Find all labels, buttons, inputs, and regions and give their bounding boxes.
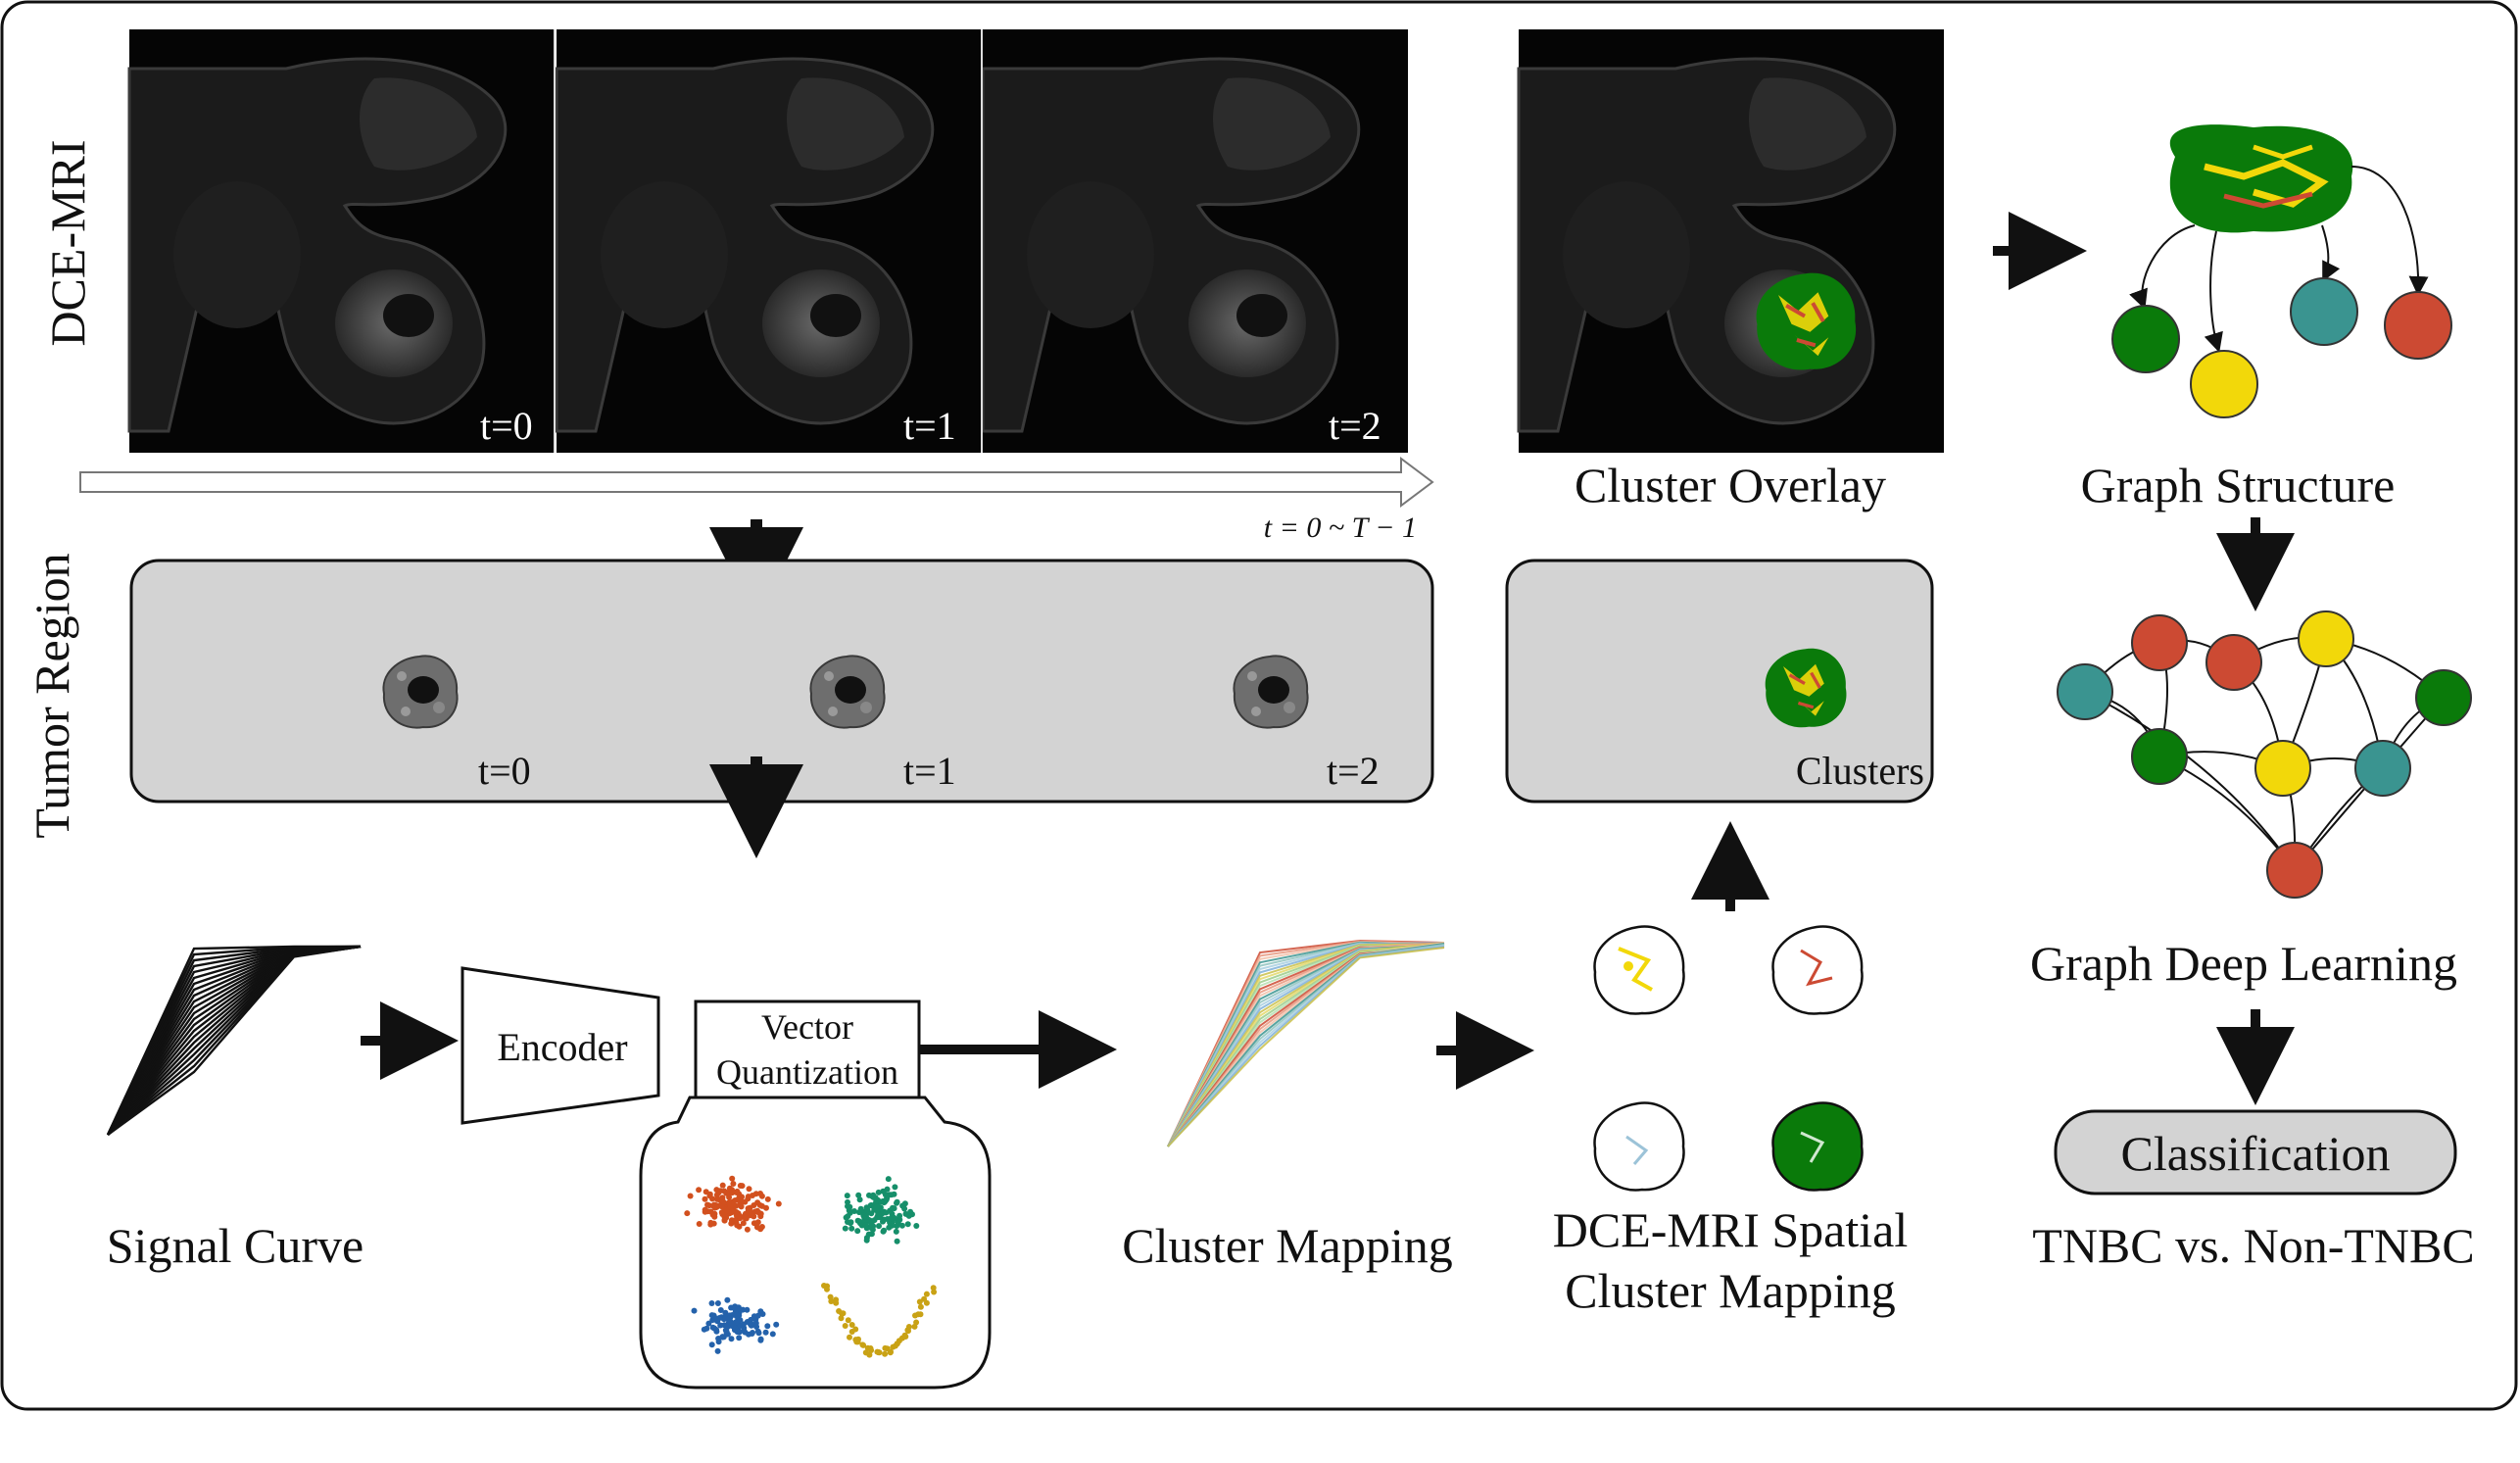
- spatial-cluster-green: [1771, 1101, 1864, 1192]
- spatial-cluster-yellow: [1593, 925, 1685, 1015]
- vq-zoom-box: [639, 1096, 992, 1390]
- tumor-t1: [809, 655, 886, 729]
- vq-scatter: [684, 1175, 938, 1358]
- cluster-mapping-plot: [1167, 939, 1445, 1147]
- classification-label: Classification: [2121, 1126, 2391, 1181]
- time-axis-label: t = 0 ~ T − 1: [1264, 512, 1417, 544]
- signal-curve-label: Signal Curve: [107, 1218, 363, 1273]
- encoder-label: Encoder: [497, 1025, 627, 1069]
- encoder-block: [460, 966, 660, 1125]
- spatial-mapping-label-line2: Cluster Mapping: [1565, 1263, 1895, 1318]
- mri-time-label-0: t=0: [480, 404, 533, 448]
- clusters-panel: [1505, 559, 1934, 804]
- row-label-tumor-region: Tumor Region: [24, 553, 79, 838]
- tumor-time-label-2: t=2: [1327, 749, 1380, 793]
- graph-structure: [2111, 124, 2452, 418]
- signal-curve-plot: [106, 945, 362, 1136]
- time-axis-arrow: [79, 457, 1434, 508]
- mri-frame-t2: [981, 27, 1410, 455]
- mri-frame-t0: [127, 27, 557, 455]
- result-label: TNBC vs. Non-TNBC: [2032, 1218, 2474, 1273]
- spatial-cluster-red: [1771, 925, 1864, 1015]
- mri-time-label-2: t=2: [1329, 404, 1381, 448]
- vq-label-line2: Quantization: [716, 1052, 898, 1092]
- spatial-cluster-teal: [1593, 1101, 1685, 1192]
- tumor-t0: [382, 655, 459, 729]
- spatial-mapping-label-line1: DCE-MRI Spatial: [1553, 1202, 1908, 1257]
- graph-deep-learning-label: Graph Deep Learning: [2030, 936, 2457, 991]
- tumor-t2: [1233, 655, 1309, 729]
- mri-frame-t1: [555, 27, 984, 455]
- vq-label-line1: Vector: [761, 1007, 853, 1047]
- classification-box: [2054, 1109, 2457, 1195]
- row-label-dce-mri: DCE-MRI: [40, 139, 95, 346]
- mri-time-label-1: t=1: [903, 404, 956, 448]
- cluster-overlay-label: Cluster Overlay: [1575, 458, 1886, 512]
- graph-structure-label: Graph Structure: [2081, 458, 2396, 512]
- tumor-time-label-0: t=0: [478, 749, 531, 793]
- cluster-mapping-label: Cluster Mapping: [1122, 1218, 1452, 1273]
- cluster-overlay-image: [1517, 27, 1946, 455]
- tumor-time-label-1: t=1: [903, 749, 956, 793]
- vector-quantization-block: [694, 1000, 921, 1099]
- clusters-blob: [1764, 647, 1849, 729]
- clusters-label: Clusters: [1796, 749, 1924, 793]
- graph-deep-learning: [2057, 610, 2472, 899]
